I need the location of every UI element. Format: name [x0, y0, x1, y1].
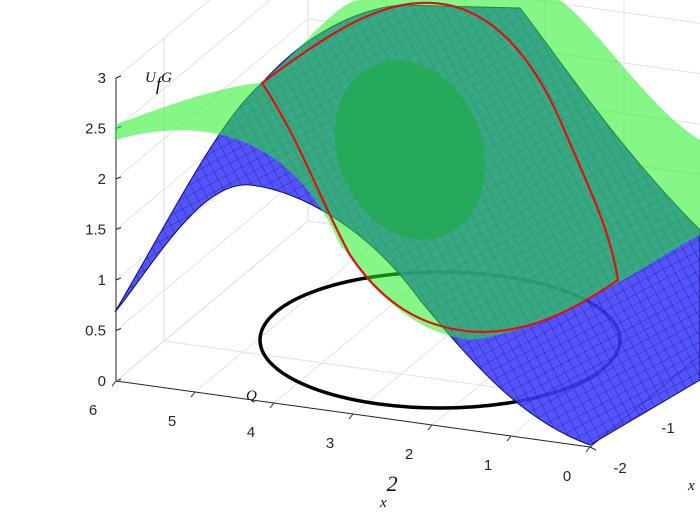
x-tick-label: 2 — [405, 446, 413, 463]
x-tick-label: 3 — [326, 435, 334, 452]
x-axis-label: x2 — [379, 471, 398, 511]
z-tick-label: 0.5 — [85, 323, 106, 340]
x-tick-label: 1 — [484, 457, 492, 474]
x-axis — [115, 380, 591, 448]
z-tick — [115, 227, 122, 230]
y-axis-label: x — [687, 478, 695, 494]
x-tick — [506, 435, 512, 442]
red-curve — [260, 1, 620, 334]
y-tick — [589, 446, 597, 451]
z-tick — [115, 277, 122, 281]
grid-line — [115, 220, 309, 382]
x-tick — [111, 380, 117, 387]
annotation: Q — [246, 388, 257, 404]
grid-line — [115, 0, 211, 79]
z-tick-label: 2.5 — [85, 121, 106, 138]
surfaces — [114, 0, 700, 446]
labels: UfG Q x2 x 0 0.5 1 1.5 2 2.5 3 0 1 2 3 4 5 6 -2 -1 — [85, 70, 695, 511]
x-tick — [190, 391, 196, 398]
x-tick — [269, 402, 275, 409]
y-tick-label: -2 — [613, 460, 626, 477]
grid-line — [115, 170, 309, 331]
x-tick — [348, 413, 354, 420]
z-tick-label: 1.5 — [85, 222, 106, 239]
x-tick — [427, 424, 433, 431]
z-tick-label: 1 — [98, 272, 106, 289]
z-tick — [115, 75, 122, 79]
z-tick-label: 2 — [98, 171, 106, 188]
y-tick-label: -1 — [661, 420, 674, 437]
x-tick — [585, 446, 591, 453]
green-region — [334, 60, 486, 240]
annotation: UfG — [145, 70, 172, 95]
x-tick-label: 6 — [89, 402, 97, 419]
x-tick-label: 4 — [247, 424, 255, 441]
x-tick-label: 0 — [563, 468, 571, 485]
z-tick-label: 0 — [98, 373, 106, 390]
x-tick-label: 5 — [168, 413, 176, 430]
z-tick-label: 3 — [98, 70, 106, 87]
z-tick — [115, 176, 122, 180]
z-tick — [115, 328, 122, 331]
grid-line — [115, 0, 271, 129]
